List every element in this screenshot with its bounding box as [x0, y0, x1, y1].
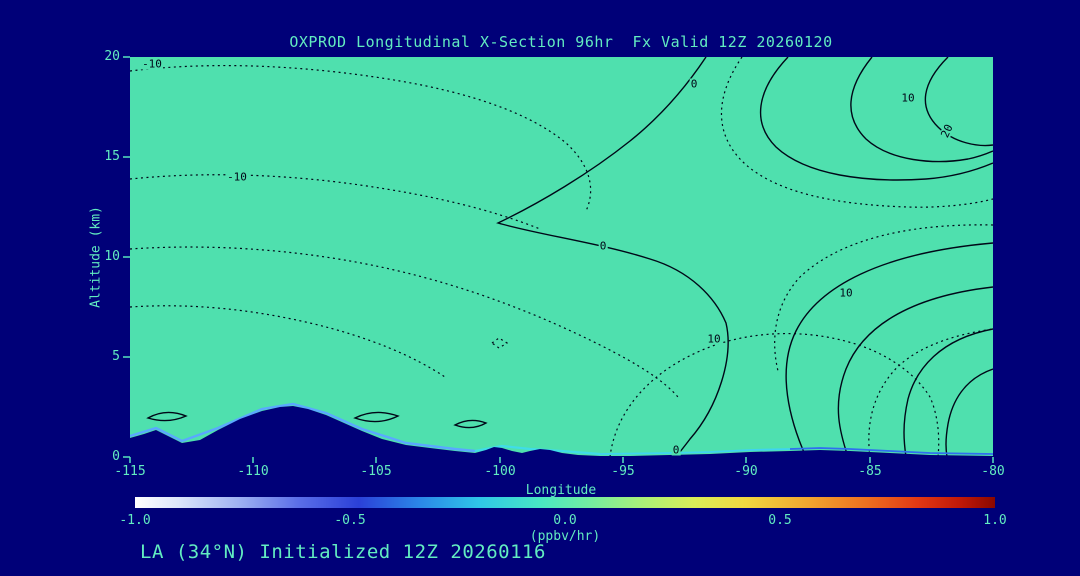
contour-label: 0 [598, 239, 608, 253]
contour-label: 0 [671, 443, 681, 457]
colorbar-tick-label: 0.0 [553, 513, 577, 528]
x-tick-label: -90 [734, 464, 758, 479]
y-tick-label: 15 [104, 149, 120, 164]
x-axis-title: Longitude [525, 483, 597, 498]
contour-label: 0 [689, 77, 699, 91]
contour-label: 10 [900, 91, 916, 105]
x-tick-label: -110 [237, 464, 269, 479]
colorbar-tick-label: 1.0 [983, 513, 1007, 528]
colorbar-tick-label: 0.5 [768, 513, 792, 528]
x-tick-label: -95 [611, 464, 635, 479]
initialization-annotation: LA (34°N) Initialized 12Z 20260116 [140, 541, 546, 563]
y-axis-title: Altitude (km) [88, 206, 104, 308]
y-tick-label: 5 [112, 349, 120, 364]
x-tick-label: -80 [981, 464, 1005, 479]
terrain-silhouette [130, 406, 993, 457]
plot-title: OXPROD Longitudinal X-Section 96hr Fx Va… [289, 33, 833, 51]
colorbar [135, 497, 995, 508]
x-tick-label: -85 [858, 464, 882, 479]
x-tick-label: -100 [484, 464, 516, 479]
y-tick-label: 20 [104, 49, 120, 64]
colorbar-units-label: (ppbv/hr) [529, 529, 601, 544]
plot-area [130, 57, 993, 457]
y-tick-label: 0 [112, 449, 120, 464]
colorbar-tick-label: -0.5 [334, 513, 366, 528]
positive-contour-lines [146, 57, 993, 457]
contour-label: -10 [226, 170, 248, 184]
contour-label: 10 [838, 286, 854, 300]
x-tick-label: -115 [114, 464, 146, 479]
x-tick-label: -105 [360, 464, 392, 479]
negative-contour-lines [130, 57, 993, 457]
surface-layer-edge [130, 402, 993, 456]
y-tick-label: 10 [104, 249, 120, 264]
axis-tick-marks [123, 56, 994, 463]
contour-label: 10 [706, 332, 722, 346]
colorbar-tick-label: -1.0 [119, 513, 151, 528]
contour-label: -10 [141, 57, 163, 71]
